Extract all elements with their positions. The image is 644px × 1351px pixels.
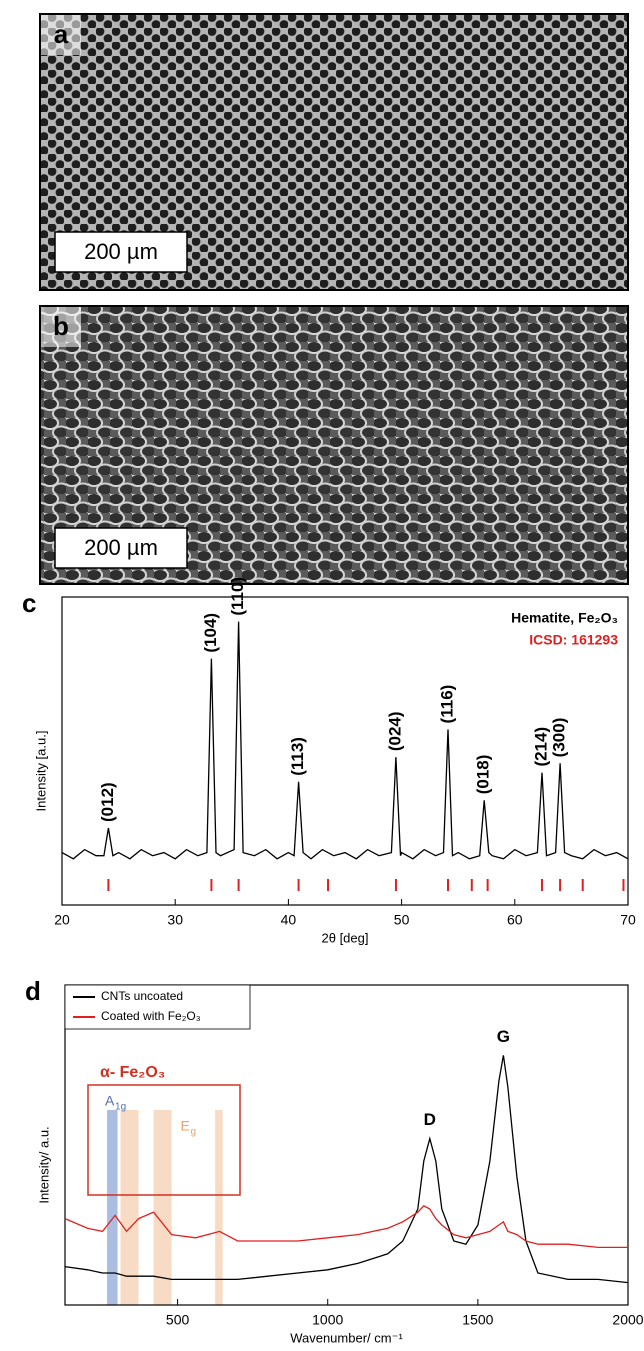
scale-bar-box (54, 231, 188, 273)
data-line (64, 1204, 628, 1249)
data-line (61, 621, 629, 860)
legend-text: Coated with Fe₂O₃ (101, 1009, 201, 1023)
x-tick-label: 60 (507, 912, 523, 928)
highlight-label: A (105, 1093, 115, 1109)
x-tick-label: 40 (281, 912, 297, 928)
panel-label: d (25, 976, 41, 1006)
annotation-box (87, 1084, 241, 1196)
x-tick-label: 30 (167, 912, 183, 928)
y-axis-label: Intensity [a.u.] (33, 731, 48, 812)
x-tick-label: 1000 (312, 1312, 343, 1328)
peak-label: D (424, 1110, 436, 1129)
sem-panel-a: a 200 µm (39, 13, 629, 291)
legend-text: CNTs uncoated (101, 989, 183, 1003)
x-tick-label: 70 (620, 912, 636, 928)
sem-panel-b: b 200 µm (39, 305, 629, 585)
x-axis-label: 2θ [deg] (322, 930, 369, 945)
x-tick-label: 2000 (612, 1312, 643, 1328)
peak-label: (300) (550, 718, 569, 758)
peak-label: (214) (531, 727, 550, 767)
highlight-band (107, 1110, 118, 1305)
plot-frame (61, 596, 629, 906)
peak-label: (104) (201, 613, 220, 653)
panel-label: c (22, 588, 36, 618)
highlight-label: E (181, 1118, 190, 1134)
x-tick-label: 500 (166, 1312, 190, 1328)
data-line (64, 1055, 629, 1284)
x-tick-label: 50 (394, 912, 410, 928)
peak-label: (113) (288, 737, 307, 776)
legend-text: Hematite, Fe₂O₃ (511, 610, 618, 626)
x-tick-label: 1500 (462, 1312, 493, 1328)
highlight-band (153, 1110, 172, 1305)
scale-bar: 200 µm (84, 239, 158, 264)
peak-label: (018) (474, 755, 493, 795)
legend-box (64, 984, 251, 1030)
peak-label: (110) (228, 577, 247, 616)
scale-bar-box (54, 527, 188, 569)
annotation-label: α- Fe₂O₃ (100, 1064, 165, 1081)
x-tick-label: 20 (54, 912, 70, 928)
y-axis-label: Intensity/ a.u. (36, 1126, 51, 1203)
highlight-sub: 1g (115, 1102, 126, 1113)
x-axis-label: Wavenumber/ cm⁻¹ (290, 1330, 403, 1345)
peak-label: (012) (98, 782, 117, 822)
label-box (41, 307, 81, 347)
panel-label: a (54, 19, 69, 49)
label-box (41, 15, 81, 55)
plot-frame (64, 984, 629, 1306)
legend-text: ICSD: 161293 (529, 632, 618, 648)
peak-label: G (497, 1027, 510, 1046)
panel-label: b (53, 311, 69, 341)
highlight-band (120, 1110, 139, 1305)
highlight-sub: g (191, 1127, 197, 1138)
peak-label: (116) (437, 685, 456, 724)
peak-label: (024) (385, 711, 404, 751)
highlight-band (215, 1110, 223, 1305)
scale-bar: 200 µm (84, 535, 158, 560)
